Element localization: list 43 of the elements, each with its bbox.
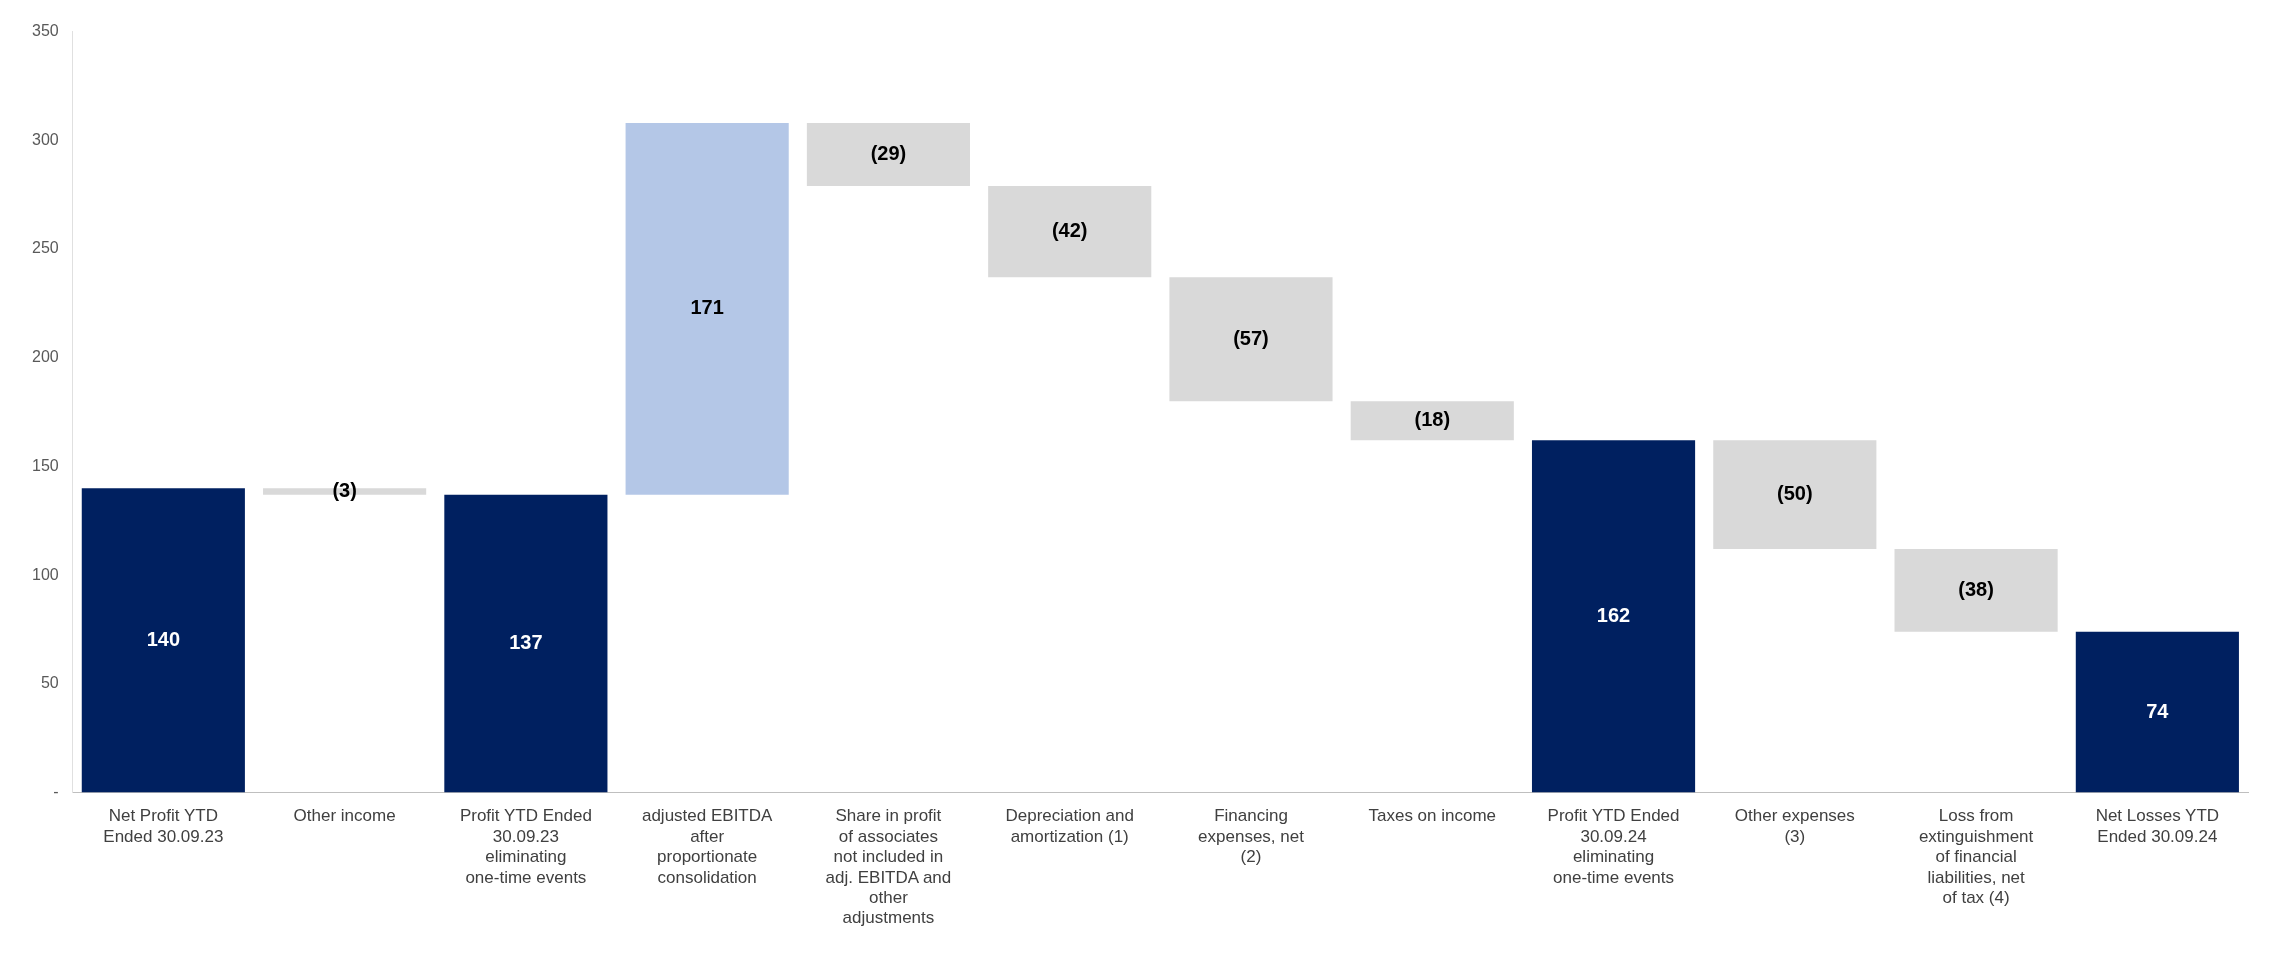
y-tick-label: 300 — [31, 130, 59, 148]
bar — [625, 122, 789, 495]
x-tick-label: Taxes on income — [1368, 806, 1497, 826]
data-label: (18) — [1414, 408, 1451, 431]
x-tick-label: Net Losses YTD Ended 30.09.24 — [2095, 806, 2220, 846]
x-tick-label: Financing expenses, net (2) — [1198, 806, 1305, 867]
data-label: 74 — [2146, 699, 2170, 722]
data-label: (38) — [1958, 577, 1994, 600]
data-label: 137 — [509, 631, 543, 654]
y-tick-label: 50 — [40, 674, 59, 692]
y-tick-label: 150 — [31, 456, 59, 474]
bar — [1713, 440, 1877, 550]
x-tick-label: Share in profit of associates not included in adj. EBITDA and other adjustments — [825, 806, 952, 928]
bar — [806, 122, 971, 186]
y-tick-label: 350 — [31, 22, 59, 40]
data-label: (3) — [332, 478, 357, 501]
bar — [1169, 277, 1333, 402]
data-label: 162 — [1596, 604, 1631, 626]
bar — [988, 185, 1152, 278]
x-tick-label: Other income — [293, 806, 396, 826]
x-tick-label: Other expenses (3) — [1734, 806, 1855, 846]
y-tick-label: 250 — [31, 239, 59, 257]
bar — [81, 488, 245, 793]
x-tick-label: Profit YTD Ended 30.09.24 eliminating one-time events — [1547, 806, 1680, 887]
y-tick-label: - — [53, 783, 59, 801]
data-label: (57) — [1233, 326, 1269, 349]
bar — [444, 494, 608, 793]
x-tick-label: Depreciation and amortization (1) — [1005, 806, 1134, 846]
data-label: 171 — [690, 296, 724, 319]
bar — [2075, 631, 2239, 793]
data-label: (50) — [1777, 482, 1813, 505]
x-tick-label: Net Profit YTD Ended 30.09.23 — [103, 806, 224, 846]
data-label: (42) — [1051, 219, 1088, 242]
data-label: 140 — [146, 627, 181, 650]
bar — [1531, 440, 1696, 793]
y-tick-label: 200 — [31, 348, 59, 366]
x-tick-label: adjusted EBITDA after proportionate consolidation — [641, 806, 774, 887]
bar — [1894, 549, 2058, 632]
data-label: (29) — [870, 141, 907, 164]
bar — [1350, 401, 1514, 441]
y-tick-label: 100 — [31, 565, 59, 583]
x-tick-label: Loss from extinguishment of financial liabilities, net of tax (4) — [1918, 806, 2034, 908]
x-tick-label: Profit YTD Ended 30.09.23 eliminating one-time events — [459, 806, 592, 887]
